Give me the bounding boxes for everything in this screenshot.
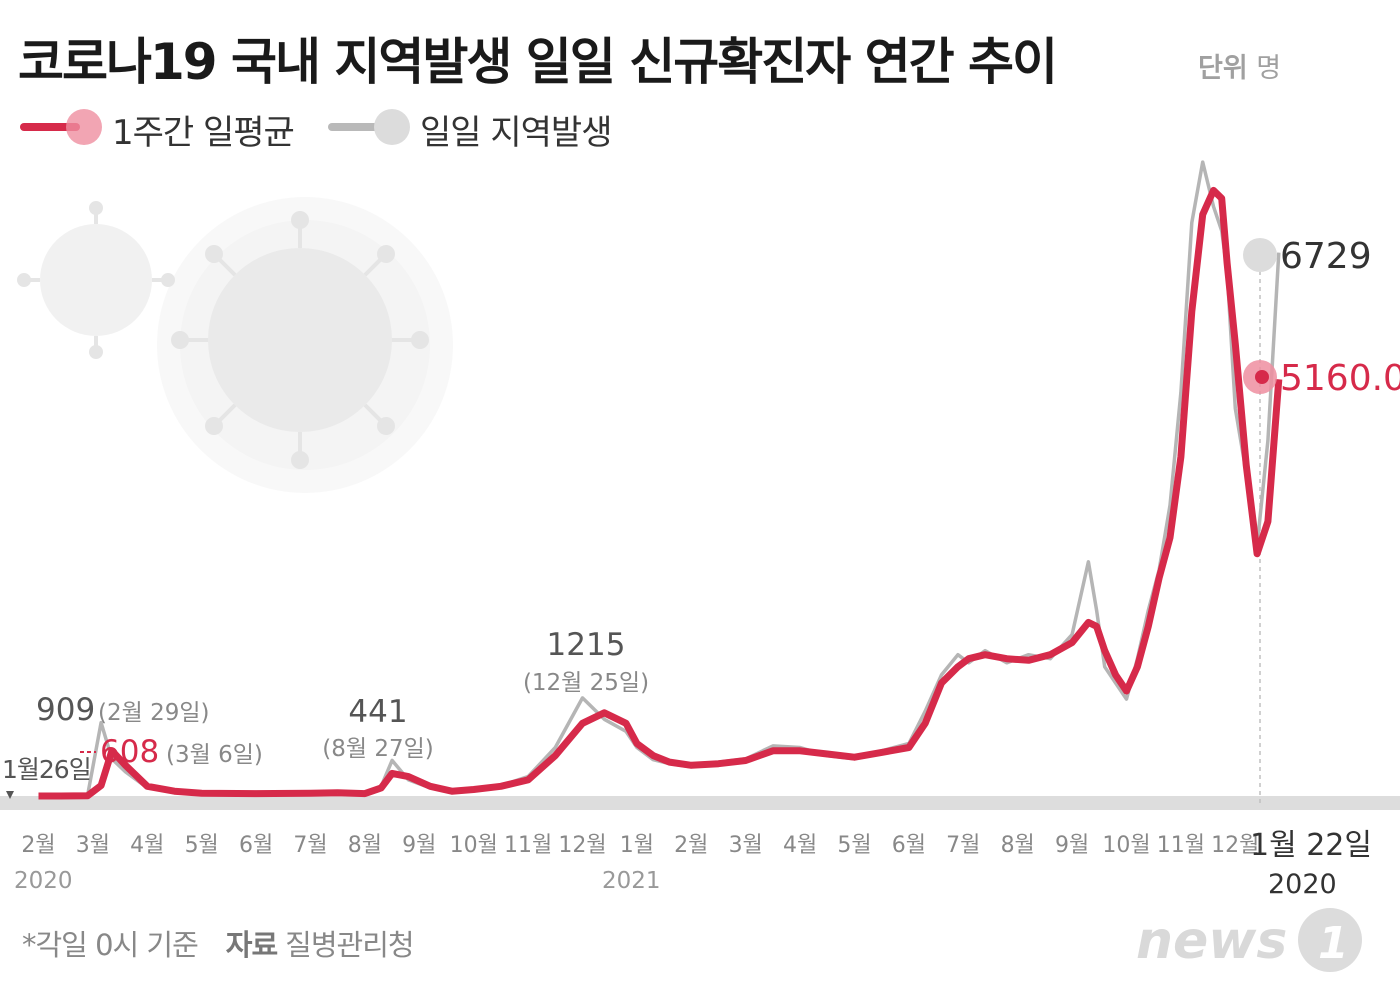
x-end-label: 1월 22일 [1250,828,1372,863]
marker-daily-latest [1243,238,1277,272]
start-marker-icon [6,791,14,799]
x-tick-label: 11월 [1157,833,1205,858]
x-tick-label: 2월 [674,833,708,858]
legend-label-daily: 일일 지역발생 [420,113,612,153]
year-label-2021: 2021 [602,868,661,894]
annotation-909-date: (2월 29일) [98,700,209,726]
x-tick-label: 10월 [1102,833,1150,858]
annotation-608-date: (3월 6일) [166,742,263,768]
marker-avg-latest-dot [1255,370,1269,384]
x-tick-label: 4월 [783,833,817,858]
x-tick-label: 2월 [21,833,55,858]
logo-mark: 1 [1318,918,1349,969]
annotation-608-value: 608 [100,734,159,770]
legend-swatch-daily [328,123,388,131]
x-tick-label: 12월 [558,833,606,858]
news1-logo: news 1 [1136,908,1362,972]
x-tick-label: 8월 [348,833,382,858]
source-label: 자료 [225,928,278,962]
unit-label: 단위 명 [1198,46,1281,85]
legend-label-avg: 1주간 일평균 [112,113,295,153]
x-tick-label: 7월 [946,833,980,858]
x-tick-label: 1월 [620,833,654,858]
chart-title: 코로나19 국내 지역발생 일일 신규확진자 연간 추이 [18,33,1058,91]
annotation-1215-date: (12월 25일) [523,670,649,696]
x-tick-label: 11월 [504,833,552,858]
footnote: *각일 0시 기준 자료 질병관리청 [22,922,415,964]
x-axis: 2월 3월 4월 5월 6월 7월 8월 9월 10월 11월 12월 1월 2월 3월 4월 5월 6월 7월 8… [21,833,1259,858]
x-tick-label: 4월 [130,833,164,858]
x-tick-label: 3월 [729,833,763,858]
logo-circle [1298,908,1362,972]
unit-key: 단위 [1198,53,1248,84]
footnote-text: *각일 0시 기준 [22,928,199,962]
legend-dot-avg [66,109,102,145]
annotation-441-value: 441 [348,694,407,730]
series-avg-line [38,186,1283,800]
x-tick-label: 7월 [293,833,327,858]
x-tick-label: 6월 [892,833,926,858]
series-points [38,162,1279,797]
x-tick-label: 3월 [76,833,110,858]
x-tick-label: 8월 [1001,833,1035,858]
annotation-1215-value: 1215 [547,627,626,663]
x-tick-label: 6월 [239,833,273,858]
year-label-end: 2020 [1268,869,1337,900]
year-label-2020: 2020 [14,868,73,894]
legend-dot-daily [374,109,410,145]
x-tick-label: 12월 [1211,833,1259,858]
x-tick-label: 10월 [450,833,498,858]
legend-swatch-avg [20,123,80,131]
logo-text: news [1136,911,1287,971]
unit-value: 명 [1256,53,1282,84]
virus-illustration [17,197,453,493]
x-tick-label: 9월 [1055,833,1089,858]
annotation-6729-value: 6729 [1280,236,1372,277]
annotation-5160-value: 5160.0 [1280,358,1400,399]
x-tick-label: 5월 [837,833,871,858]
x-tick-label: 9월 [402,833,436,858]
annotation-441-date: (8월 27일) [322,736,433,762]
x-tick-label: 5월 [185,833,219,858]
annotations: 1월26일 909 (2월 29일) 608 (3월 6일) 441 (8월 2… [2,236,1400,900]
annotation-start-date: 1월26일 [2,755,91,784]
annotation-909-value: 909 [36,692,95,728]
source-value: 질병관리청 [285,928,414,962]
